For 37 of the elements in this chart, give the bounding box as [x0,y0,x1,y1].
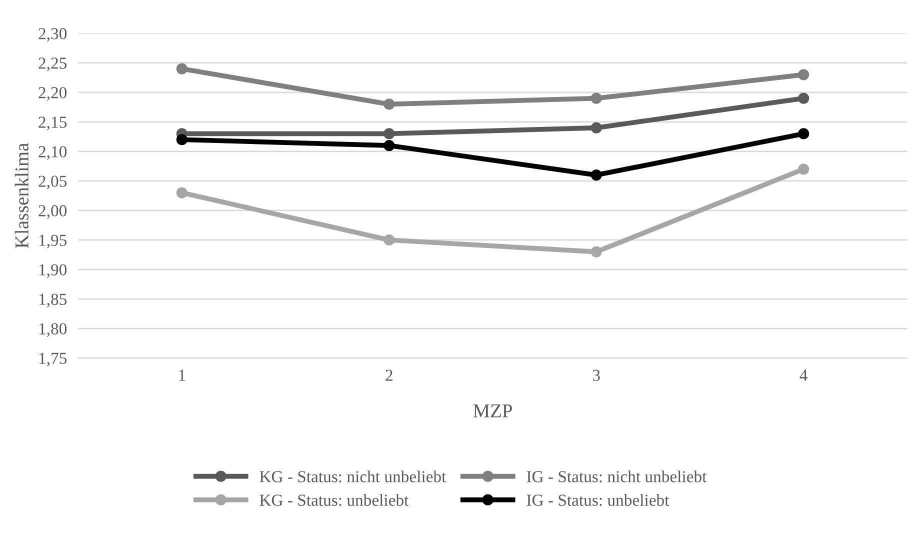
y-tick-label: 2,20 [38,87,67,101]
point [590,92,602,104]
x-tick-label: 3 [592,370,600,381]
x-axis-title: MZP [473,404,512,418]
x-tick-label: 2 [386,370,392,381]
point [590,246,602,258]
legend-label: KG - Status: unbeliebt [260,494,409,506]
y-tick-label: 2,10 [38,146,67,160]
point [798,164,810,175]
point [384,140,395,152]
y-tick-label: 2,00 [38,205,67,219]
y-tick-label: 2,05 [38,176,67,190]
point [176,187,188,198]
point [384,98,395,110]
point [590,169,602,181]
y-tick-label: 2,25 [38,58,67,72]
point [798,128,810,140]
legend-label: IG - Status: unbeliebt [526,494,670,506]
point [384,128,395,140]
y-tick-label: 2,30 [38,28,67,42]
y-tick-label: 1,90 [39,264,67,278]
legend-label: KG - Status: nicht unbeliebt [260,470,446,482]
y-tick-label: 1,80 [39,323,67,337]
y-tick-label: 1,75 [39,352,67,366]
point [176,63,188,74]
point [590,122,602,134]
x-tick-label: 1 [179,370,186,381]
point [384,234,395,246]
point [798,69,810,80]
y-tick-label: 1,85 [39,294,67,308]
point [176,134,188,146]
x-tick-label: 4 [800,370,808,381]
y-tick-label: 2,15 [38,116,67,130]
legend-label: IG - Status: nicht unbeliebt [526,470,707,482]
y-axis-title: Klassenklima [14,143,28,248]
point [798,92,810,104]
y-tick-label: 1,95 [39,234,67,248]
